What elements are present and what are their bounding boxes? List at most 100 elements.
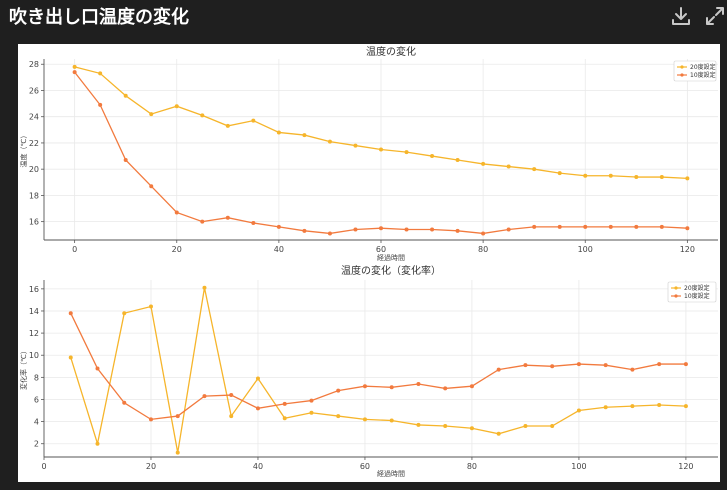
data-point	[225, 123, 230, 128]
y-tick-label: 10	[29, 351, 39, 360]
data-point	[506, 227, 511, 232]
data-point	[148, 417, 153, 422]
x-tick-label: 40	[253, 462, 263, 471]
data-point	[634, 175, 639, 180]
data-point	[149, 112, 154, 117]
data-point	[532, 224, 537, 229]
data-point	[583, 173, 588, 178]
data-point	[496, 431, 501, 436]
x-tick-label: 100	[578, 245, 593, 254]
data-point	[309, 398, 314, 403]
data-point	[576, 362, 581, 367]
data-point	[443, 386, 448, 391]
data-point	[336, 414, 341, 419]
x-tick-label: 80	[478, 245, 488, 254]
data-point	[659, 224, 664, 229]
data-point	[175, 450, 180, 455]
data-point	[550, 364, 555, 369]
data-point	[389, 385, 394, 390]
data-point	[72, 64, 77, 69]
y-axis-label: 変化率（℃）	[19, 347, 28, 390]
data-point	[469, 384, 474, 389]
x-tick-label: 0	[72, 245, 77, 254]
data-point	[174, 210, 179, 215]
data-point	[362, 384, 367, 389]
series-line	[70, 312, 686, 421]
data-point	[353, 227, 358, 232]
data-point	[229, 393, 234, 398]
y-tick-label: 4	[34, 418, 39, 427]
data-point	[123, 93, 128, 98]
download-icon[interactable]	[669, 4, 693, 28]
data-point	[634, 224, 639, 229]
x-tick-label: 80	[467, 462, 477, 471]
data-point	[603, 363, 608, 368]
data-point	[481, 161, 486, 166]
x-tick-label: 100	[571, 462, 586, 471]
data-point	[200, 113, 205, 118]
data-point	[683, 362, 688, 367]
x-tick-label: 40	[274, 245, 284, 254]
data-point	[630, 367, 635, 372]
data-point	[276, 224, 281, 229]
legend-marker	[680, 73, 684, 77]
data-point	[174, 104, 179, 109]
data-point	[225, 215, 230, 220]
x-tick-label: 60	[376, 245, 386, 254]
data-point	[496, 367, 501, 372]
y-tick-label: 12	[29, 329, 39, 338]
data-point	[659, 175, 664, 180]
y-tick-label: 20	[29, 165, 39, 174]
y-tick-label: 16	[29, 218, 39, 227]
data-point	[327, 139, 332, 144]
data-point	[430, 227, 435, 232]
data-point	[469, 426, 474, 431]
x-tick-label: 20	[146, 462, 156, 471]
data-point	[685, 176, 690, 181]
header-bar: 吹き出し口温度の変化	[0, 0, 727, 34]
x-axis-label: 経過時間	[377, 469, 405, 478]
chart-title: 温度の変化（変化率）	[341, 264, 441, 277]
data-point	[379, 147, 383, 152]
data-point	[95, 366, 100, 371]
chart-figure: 0 20 40 60 80 100 120 16 18 20 22 24 26 28 温度の変化 経過時間 温度…	[18, 44, 720, 482]
data-point	[200, 219, 205, 224]
data-point	[362, 417, 367, 422]
data-point	[123, 157, 128, 162]
expand-icon[interactable]	[703, 4, 727, 28]
data-point	[353, 143, 358, 148]
data-point	[576, 408, 581, 413]
data-point	[276, 130, 281, 135]
data-point	[251, 118, 256, 123]
data-point	[122, 400, 127, 405]
data-point	[309, 410, 314, 415]
y-tick-label: 8	[34, 373, 39, 382]
data-point	[657, 362, 662, 367]
data-point	[430, 154, 435, 159]
legend-marker	[674, 294, 678, 298]
y-axis-label: 温度（℃）	[19, 132, 28, 168]
data-point	[416, 422, 421, 427]
data-point	[583, 224, 588, 229]
data-point	[557, 171, 562, 176]
series-line	[70, 287, 686, 453]
data-point	[282, 416, 287, 421]
data-point	[685, 226, 690, 231]
legend-marker	[674, 286, 678, 290]
data-point	[202, 285, 207, 290]
data-point	[603, 405, 608, 410]
legend-label: 20度設定	[690, 63, 716, 71]
chart-title: 温度の変化	[366, 45, 416, 58]
legend-label: 20度設定	[684, 284, 710, 292]
data-point	[683, 404, 688, 409]
x-tick-label: 120	[678, 462, 693, 471]
x-tick-label: 120	[680, 245, 695, 254]
data-point	[455, 157, 460, 162]
legend-box	[667, 281, 717, 303]
x-tick-label: 60	[360, 462, 370, 471]
data-point	[122, 311, 127, 316]
data-point	[379, 226, 383, 231]
legend-label: 10度設定	[690, 71, 716, 79]
data-point	[98, 102, 103, 107]
y-tick-label: 16	[29, 285, 39, 294]
